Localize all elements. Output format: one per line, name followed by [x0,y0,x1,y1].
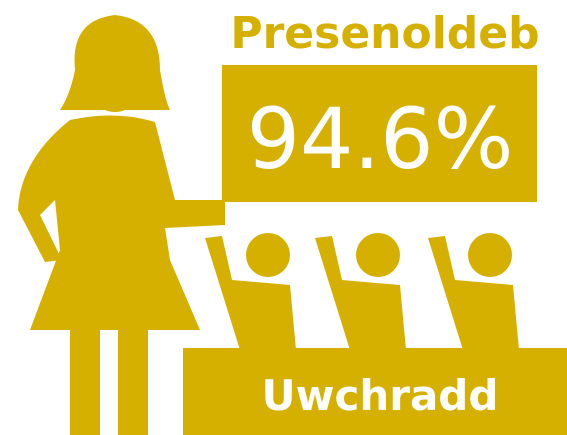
students [205,233,519,350]
student-body [205,236,296,350]
student-head [468,233,512,277]
teacher [18,15,225,435]
teacher-leg [118,325,148,435]
teacher-head [83,32,147,112]
student-head [356,233,400,277]
value: 94.6% [247,90,514,188]
teacher-leg [70,325,100,435]
label: Uwchradd [262,371,499,420]
board [222,65,537,202]
student-head [246,233,290,277]
desk [183,348,567,435]
student-body [428,236,519,350]
student-body [315,236,406,350]
teacher-body [18,115,225,330]
title: Presenoldeb [230,8,539,59]
